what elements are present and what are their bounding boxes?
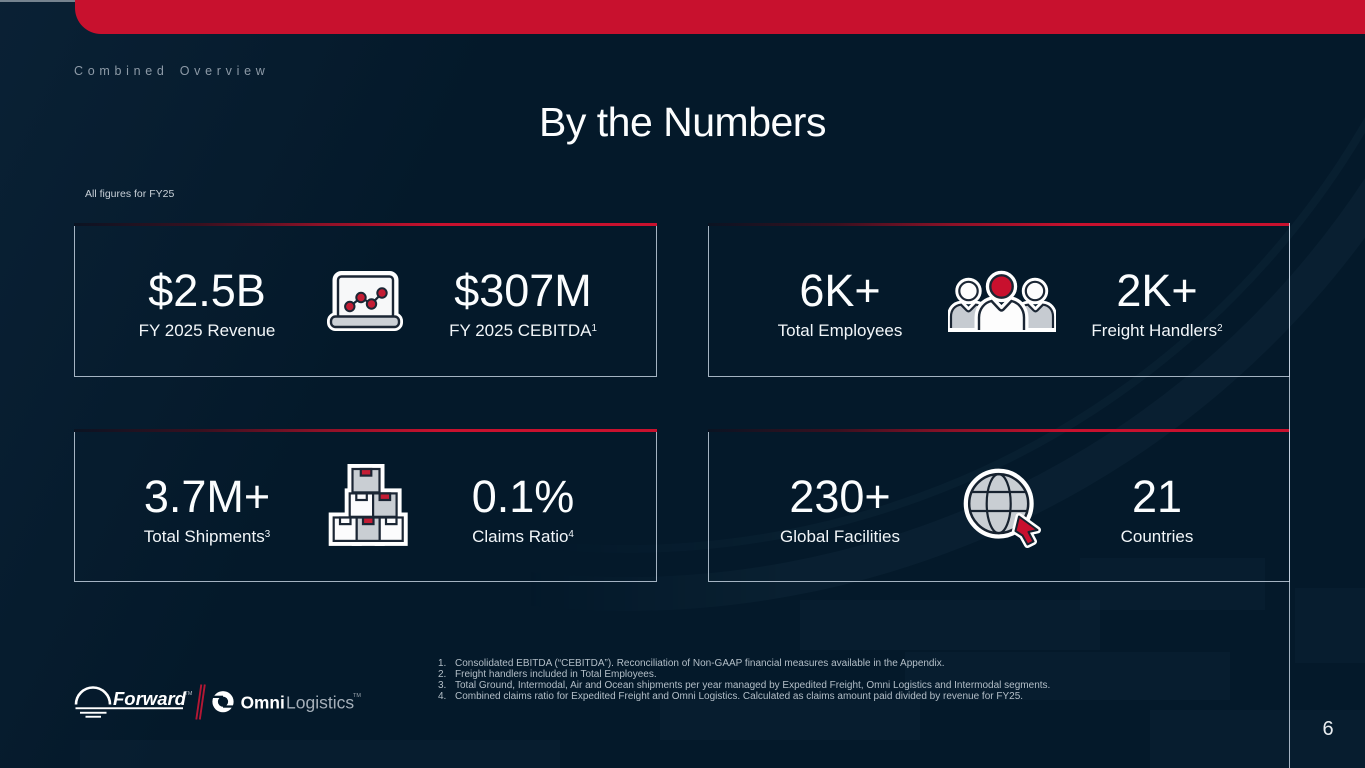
svg-text:Omni: Omni bbox=[241, 692, 285, 712]
svg-text:Logistics: Logistics bbox=[286, 692, 354, 712]
svg-text:Forward: Forward bbox=[113, 688, 187, 709]
svg-text:TM: TM bbox=[353, 693, 361, 699]
svg-text:TM: TM bbox=[185, 691, 193, 697]
